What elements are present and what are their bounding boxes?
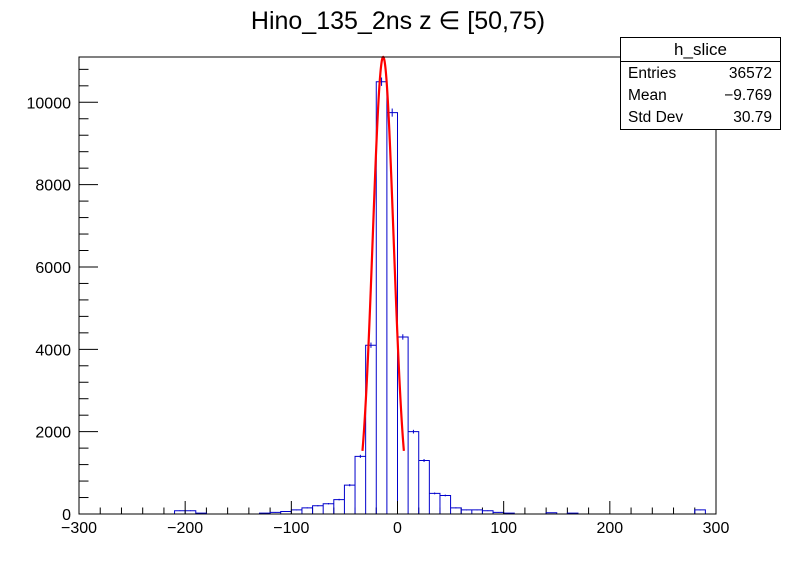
stats-label: Std Dev xyxy=(628,109,684,126)
stats-label: Mean xyxy=(628,87,667,104)
stats-label: Entries xyxy=(628,65,677,82)
histogram-bin xyxy=(323,504,334,514)
histogram-bin xyxy=(461,510,472,514)
histogram-outline xyxy=(79,81,716,515)
chart-title: Hino_135_2ns z ∈ [50,75) xyxy=(250,7,546,35)
x-tick-label: −100 xyxy=(273,520,309,537)
y-minor-ticks xyxy=(79,68,89,499)
histogram-bin xyxy=(695,510,706,514)
histogram-bin xyxy=(440,495,451,514)
histogram-bin xyxy=(408,432,419,514)
histogram-bin xyxy=(334,500,345,514)
y-tick-label: 4000 xyxy=(35,342,71,359)
stats-value: 36572 xyxy=(728,65,772,82)
y-tick-label: 2000 xyxy=(35,425,71,442)
histogram-bin xyxy=(376,82,387,514)
stats-row-stddev: Std Dev 30.79 xyxy=(621,106,780,128)
histogram-bin xyxy=(344,485,355,514)
y-axis-ticks: 0 2000 4000 6000 8000 10000 xyxy=(27,95,98,524)
x-tick-label: 100 xyxy=(490,520,517,537)
histogram-bins xyxy=(79,81,716,515)
stats-row-mean: Mean −9.769 xyxy=(621,84,780,106)
y-tick-label: 10000 xyxy=(27,95,72,112)
histogram-bin xyxy=(313,506,324,514)
stats-row-entries: Entries 36572 xyxy=(621,62,780,84)
stats-value: −9.769 xyxy=(724,87,772,104)
stats-box: h_slice Entries 36572 Mean −9.769 Std De… xyxy=(620,37,781,130)
histogram-bin xyxy=(291,510,302,514)
x-tick-label: 300 xyxy=(703,520,730,537)
y-tick-label: 0 xyxy=(62,507,71,524)
histogram-bin xyxy=(302,508,313,514)
histogram-bin xyxy=(472,510,483,514)
histogram-error-bars xyxy=(179,77,701,514)
histogram-bin xyxy=(419,460,430,514)
x-tick-label: −300 xyxy=(61,520,97,537)
histogram-bin xyxy=(451,508,462,514)
x-tick-label: −200 xyxy=(167,520,203,537)
x-tick-label: 200 xyxy=(596,520,623,537)
histogram-bin xyxy=(355,456,366,514)
x-tick-label: 0 xyxy=(393,520,402,537)
stats-value: 30.79 xyxy=(733,109,772,126)
histogram-bin xyxy=(429,493,440,514)
y-tick-label: 8000 xyxy=(35,178,71,195)
y-tick-label: 6000 xyxy=(35,260,71,277)
stats-box-title: h_slice xyxy=(621,38,780,62)
x-axis-ticks: −300 −200 −100 0 100 200 300 xyxy=(61,501,729,537)
